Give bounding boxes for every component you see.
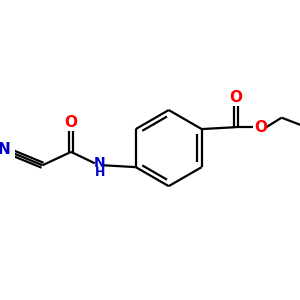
Text: N: N bbox=[0, 142, 10, 157]
Text: O: O bbox=[254, 120, 267, 135]
Text: O: O bbox=[230, 90, 242, 105]
Text: O: O bbox=[64, 115, 78, 130]
Text: H: H bbox=[94, 166, 105, 179]
Text: N: N bbox=[94, 156, 105, 170]
